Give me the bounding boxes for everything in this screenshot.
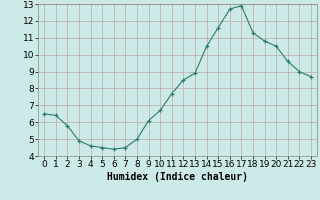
X-axis label: Humidex (Indice chaleur): Humidex (Indice chaleur) [107, 172, 248, 182]
